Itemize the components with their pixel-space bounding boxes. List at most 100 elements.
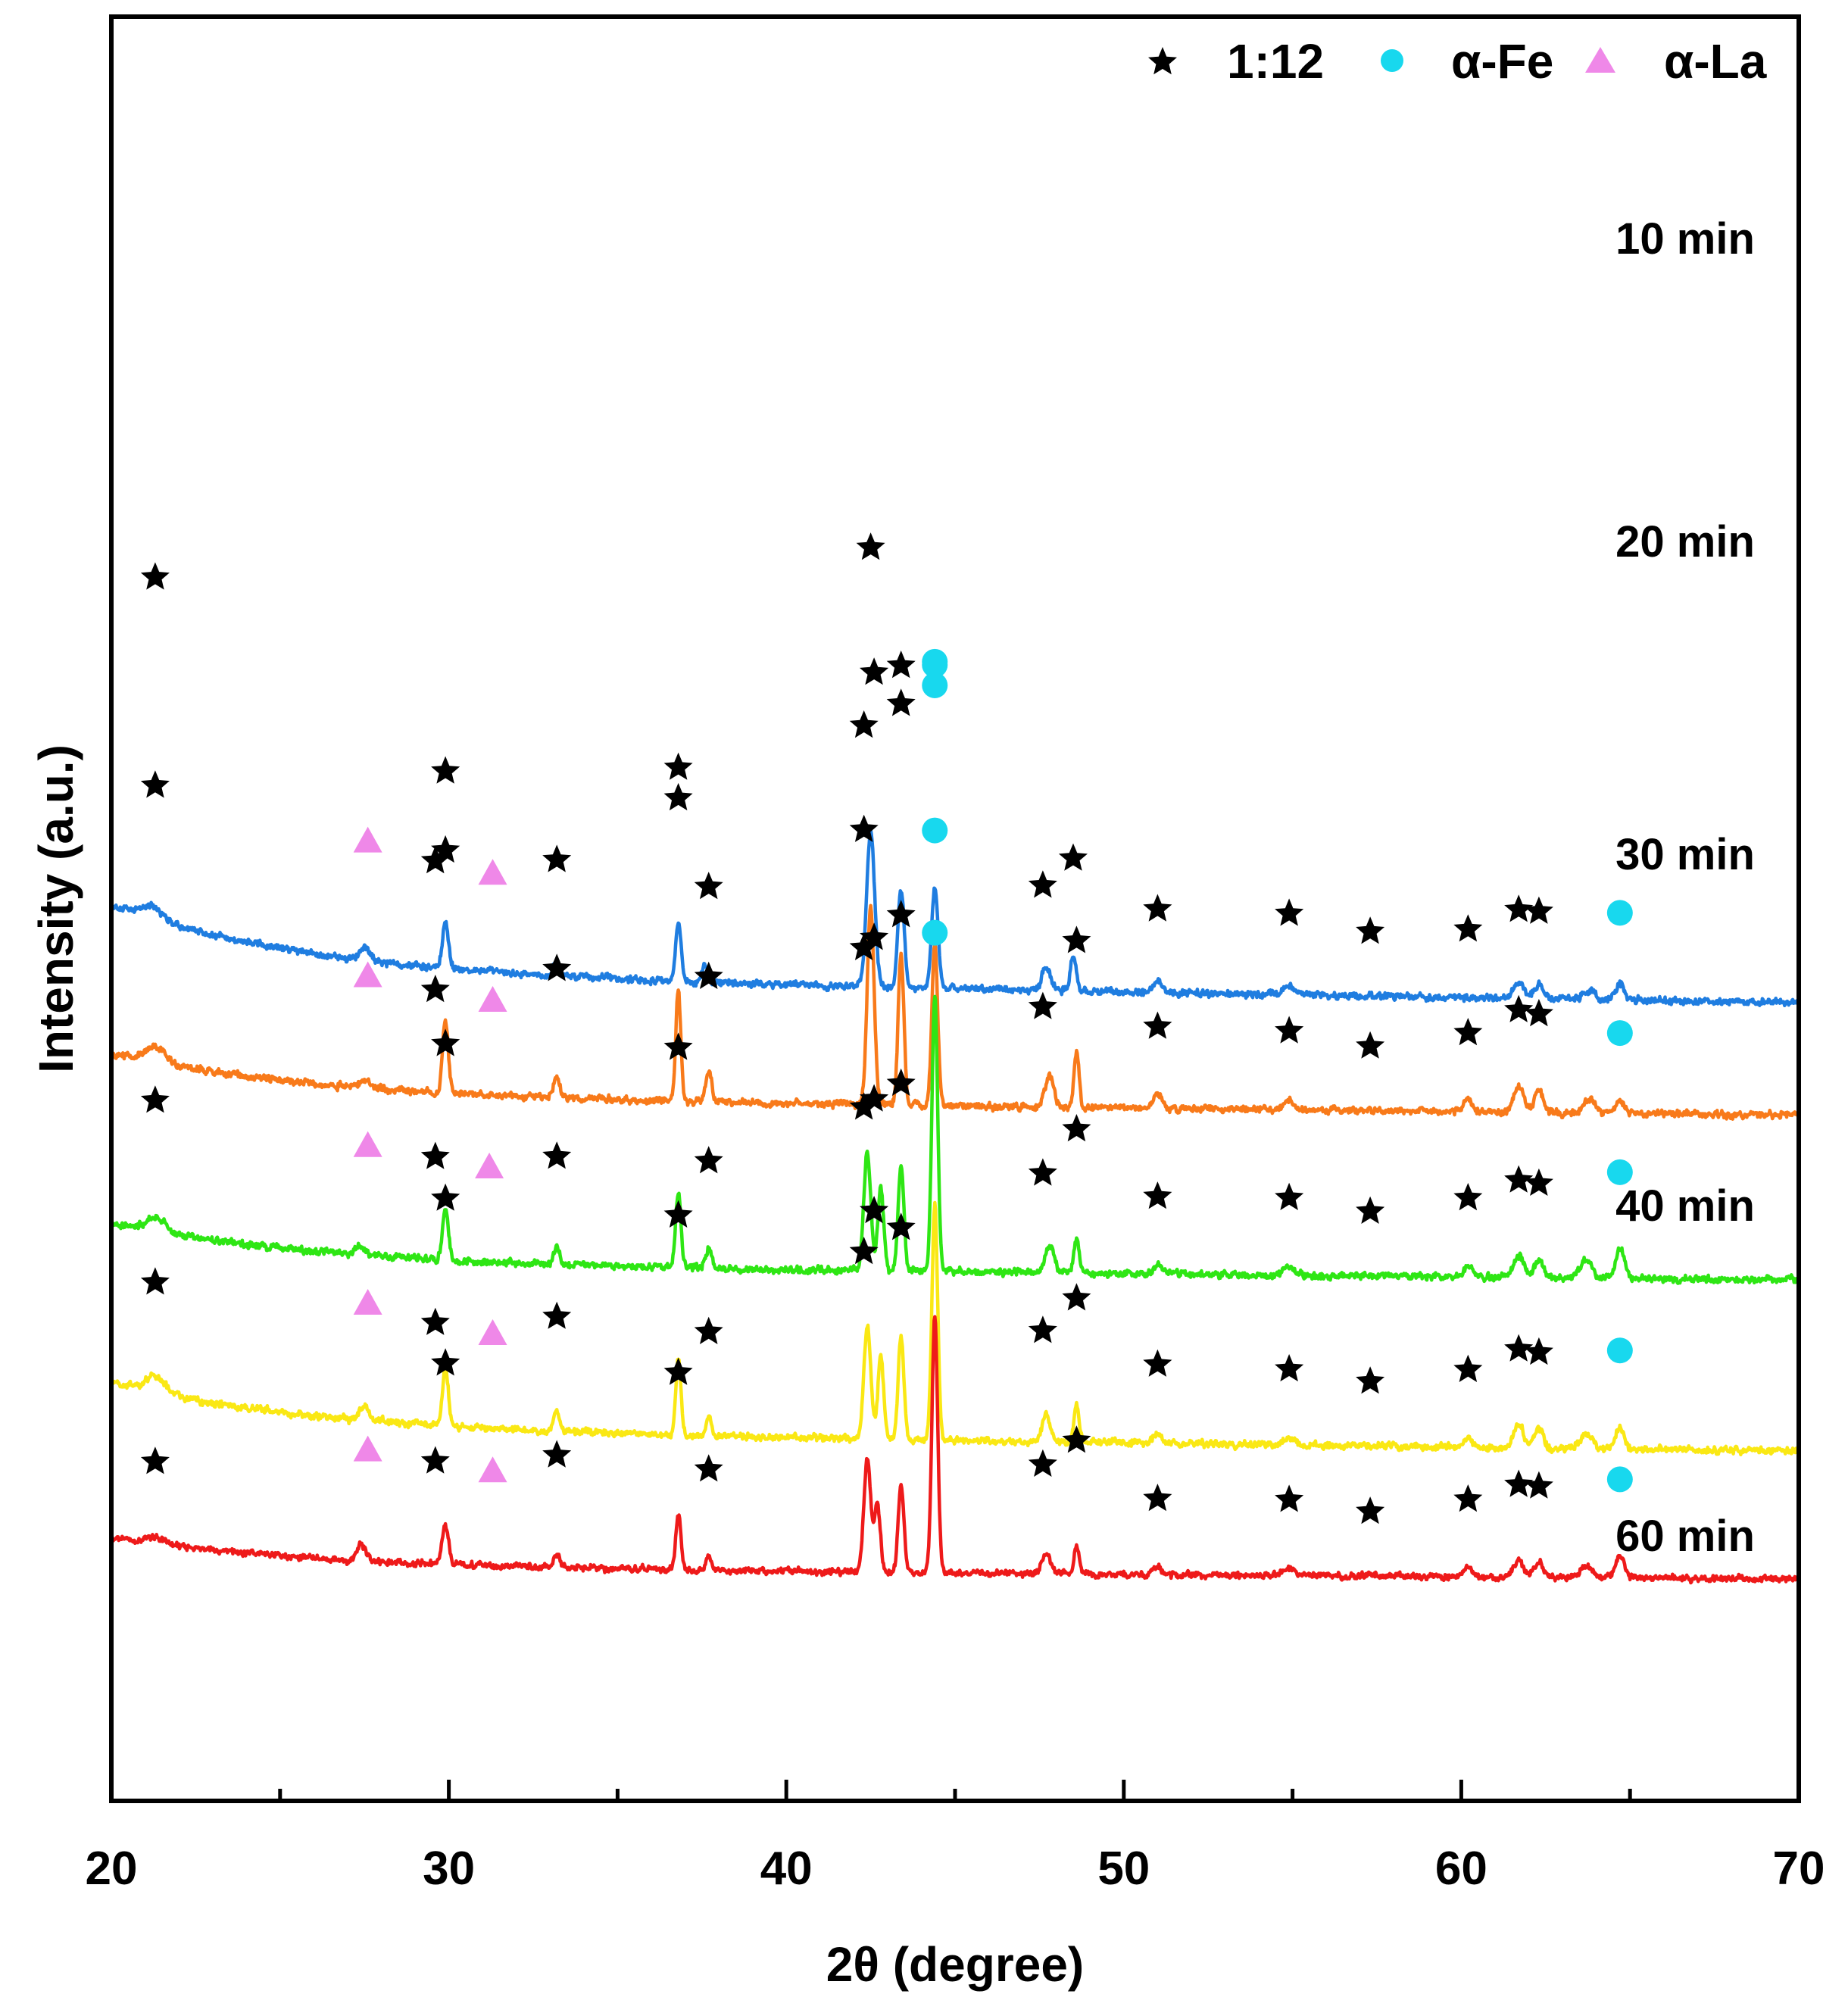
marker-30-min-0-star (140, 1085, 170, 1113)
legend-label-alpha-fe: α-Fe (1451, 34, 1553, 89)
marker-40-min-8-star (849, 1092, 879, 1120)
series-line-30-min (110, 994, 1801, 1285)
marker-40-min-11-alpha-fe (922, 817, 948, 844)
series-line-60-min (109, 1315, 1801, 1585)
x-tick-label-50: 50 (1097, 1843, 1150, 1895)
sample-label-60-min: 60 min (1615, 1512, 1755, 1561)
marker-40-min-16-star (1356, 1366, 1385, 1394)
marker-20-min-4-alpha-la (478, 985, 507, 1012)
legend-alpha-la-marker (1585, 47, 1615, 73)
marker-10-min-18-star (1504, 894, 1534, 922)
marker-40-min-1-alpha-la (353, 1288, 382, 1315)
marker-10-min-10-star (886, 651, 916, 679)
series-line-20-min (109, 903, 1800, 1121)
marker-20-min-13-star (1062, 925, 1091, 953)
x-tick-label-40: 40 (760, 1843, 813, 1895)
marker-20-min-0-star (140, 770, 170, 798)
marker-40-min-19-star (1524, 1337, 1553, 1365)
marker-60-min-1-alpha-la (353, 1435, 382, 1462)
marker-10-min-14-star (1143, 894, 1172, 922)
marker-40-min-18-star (1504, 1334, 1534, 1362)
marker-60-min-5-star (542, 1440, 572, 1468)
marker-20-min-2-star (420, 975, 450, 1003)
marker-10-min-20-alpha-fe (1606, 900, 1633, 926)
marker-60-min-4-alpha-la (478, 1456, 507, 1483)
marker-60-min-13-star (1062, 1425, 1091, 1453)
marker-60-min-15-star (1275, 1484, 1304, 1512)
marker-20-min-11-alpha-fe (922, 672, 948, 698)
x-tick-label-70: 70 (1773, 1843, 1825, 1895)
marker-60-min-14-star (1143, 1484, 1172, 1512)
marker-40-min-7-star (694, 1316, 723, 1344)
marker-40-min-14-star (1143, 1349, 1172, 1377)
marker-40-min-9-star (860, 1084, 889, 1112)
marker-30-min-10-star (886, 900, 916, 928)
marker-40-min-5-star (542, 1301, 572, 1329)
marker-10-min-16-star (1356, 916, 1385, 944)
y-axis-title: Intensity (a.u.) (29, 744, 83, 1073)
x-tick-label-30: 30 (423, 1843, 475, 1895)
marker-20-min-5-star (542, 953, 572, 981)
marker-60-min-10-star (886, 1212, 916, 1240)
marker-10-min-6-star (663, 752, 693, 780)
marker-30-min-20-alpha-fe (1606, 1159, 1633, 1185)
marker-20-min-10-star (886, 688, 916, 716)
marker-60-min-18-star (1504, 1469, 1534, 1497)
marker-20-min-15-star (1275, 1016, 1304, 1044)
legend-alpha-fe-marker (1381, 49, 1403, 72)
marker-10-min-12-star (1028, 870, 1057, 898)
marker-40-min-3-star (431, 1183, 460, 1211)
legend-label-alpha-la: α-La (1664, 34, 1767, 89)
marker-layer (140, 532, 1633, 1524)
marker-30-min-7-star (694, 1146, 723, 1174)
marker-10-min-9-star (856, 532, 885, 560)
sample-label-20-min: 20 min (1615, 517, 1755, 566)
legend-label-1-12: 1:12 (1227, 34, 1324, 89)
marker-20-min-9-star (860, 657, 889, 685)
marker-30-min-19-star (1524, 1168, 1553, 1196)
marker-60-min-0-star (140, 1446, 170, 1474)
marker-40-min-20-alpha-fe (1606, 1337, 1633, 1364)
marker-60-min-20-alpha-fe (1606, 1466, 1633, 1493)
marker-40-min-10-star (886, 1068, 916, 1096)
marker-20-min-3-star (431, 835, 460, 863)
marker-40-min-0-star (140, 1267, 170, 1295)
marker-10-min-7-star (694, 872, 723, 900)
marker-40-min-2-star (420, 1307, 450, 1335)
marker-10-min-0-star (140, 562, 170, 590)
marker-20-min-1-alpha-la (353, 961, 382, 988)
marker-30-min-11-alpha-fe (922, 648, 948, 675)
marker-20-min-17-star (1453, 1018, 1483, 1046)
marker-40-min-4-alpha-la (478, 1318, 507, 1345)
marker-10-min-2-star (420, 846, 450, 874)
marker-60-min-11-alpha-fe (922, 919, 948, 946)
marker-30-min-14-star (1143, 1181, 1172, 1209)
marker-20-min-18-star (1504, 994, 1534, 1022)
marker-40-min-15-star (1275, 1354, 1304, 1382)
legend-star-marker (1148, 47, 1177, 75)
marker-30-min-18-star (1504, 1165, 1534, 1193)
x-tick-label-20: 20 (86, 1843, 138, 1895)
marker-40-min-6-star (663, 1200, 693, 1228)
marker-20-min-19-star (1524, 999, 1553, 1027)
sample-label-30-min: 30 min (1615, 830, 1755, 879)
marker-40-min-17-star (1453, 1354, 1483, 1382)
sample-label-40-min: 40 min (1615, 1181, 1755, 1231)
marker-10-min-3-star (431, 756, 460, 784)
series-line-40-min (110, 1200, 1800, 1457)
marker-10-min-8-star (849, 710, 879, 738)
marker-60-min-7-star (694, 1454, 723, 1482)
marker-10-min-17-star (1453, 914, 1483, 942)
marker-60-min-2-star (420, 1446, 450, 1474)
marker-30-min-15-star (1275, 1182, 1304, 1210)
series-layer (109, 828, 1801, 1585)
marker-10-min-19-star (1524, 896, 1553, 924)
series-line-10-min (109, 828, 1801, 1008)
marker-60-min-6-star (663, 1357, 693, 1385)
marker-20-min-20-alpha-fe (1606, 1020, 1633, 1047)
marker-30-min-6-star (663, 1032, 693, 1060)
marker-60-min-9-star (860, 1196, 889, 1224)
marker-30-min-1-alpha-la (353, 1131, 382, 1157)
